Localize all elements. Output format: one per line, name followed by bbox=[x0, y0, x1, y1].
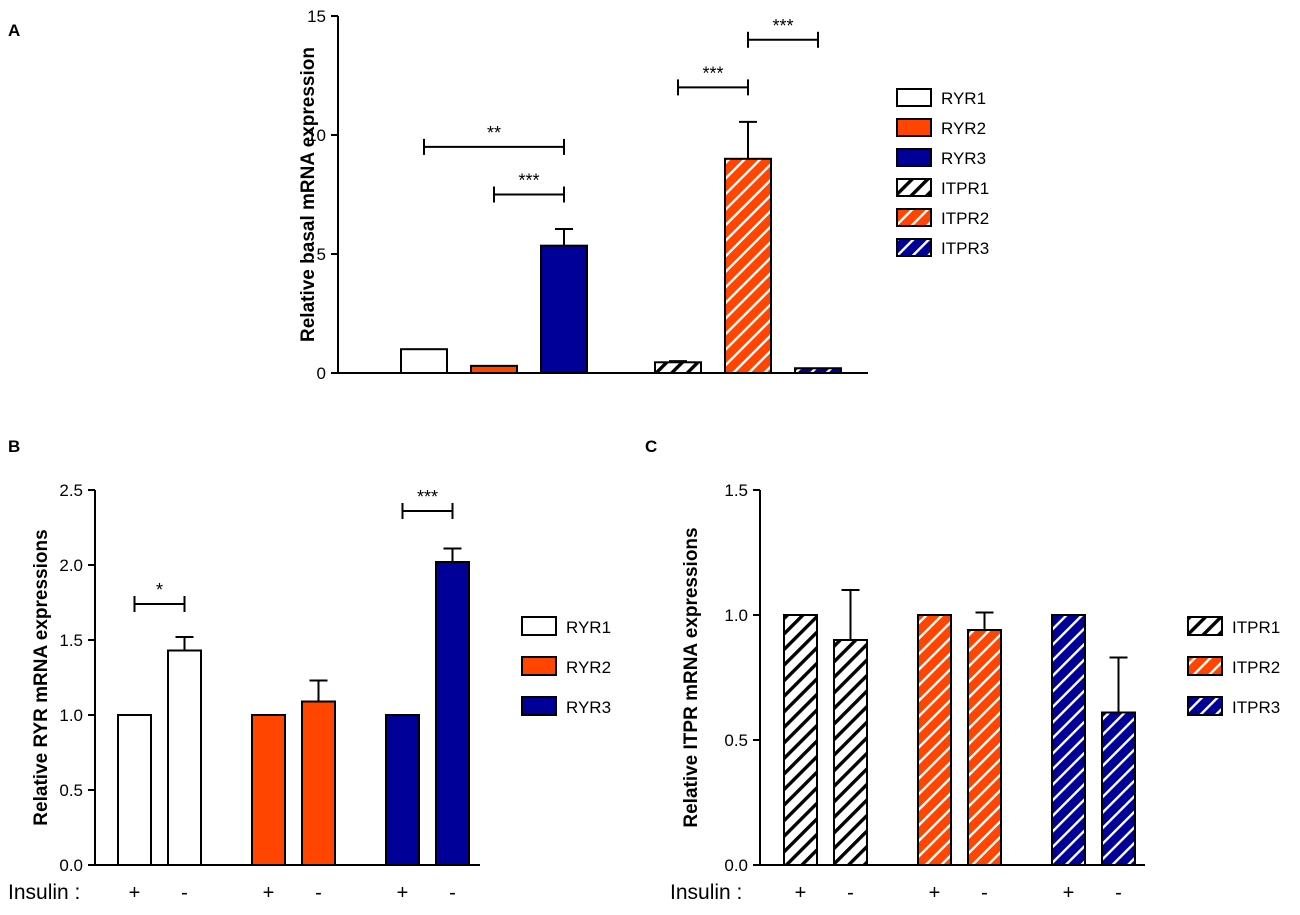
legend-swatch-itpr3 bbox=[896, 238, 932, 257]
legend-swatch-itpr2 bbox=[1187, 656, 1223, 676]
significance-label: *** bbox=[772, 16, 793, 36]
insulin-condition-label: - bbox=[181, 882, 188, 904]
bar-ryr3-insulin-plus bbox=[385, 714, 420, 866]
bar-itpr1-insulin-plus bbox=[783, 614, 818, 866]
y-tick-label: 0.5 bbox=[59, 781, 83, 800]
y-tick-label: 5 bbox=[317, 245, 326, 264]
y-tick-label: 0.0 bbox=[724, 856, 748, 875]
panel-letter-b: B bbox=[8, 437, 20, 456]
y-tick-label: 2.0 bbox=[59, 556, 83, 575]
y-axis-title: Relative RYR mRNA expressions bbox=[31, 529, 52, 825]
legend-swatch-itpr3 bbox=[1187, 696, 1223, 716]
legend-label-itpr2: ITPR2 bbox=[1232, 658, 1280, 677]
bar-ryr2 bbox=[470, 364, 518, 374]
legend-label-itpr1: ITPR1 bbox=[941, 179, 989, 198]
bar-ryr2-insulin-minus bbox=[301, 700, 336, 866]
legend-label-itpr3: ITPR3 bbox=[1232, 698, 1280, 717]
y-tick-label: 1.5 bbox=[724, 481, 748, 500]
y-tick-label: 0.0 bbox=[59, 856, 83, 875]
legend-label-ryr3: RYR3 bbox=[941, 149, 986, 168]
bar-ryr1-insulin-plus bbox=[117, 714, 152, 866]
insulin-condition-label: + bbox=[263, 882, 275, 904]
legend-label-itpr1: ITPR1 bbox=[1232, 618, 1280, 637]
bar-ryr2-insulin-plus bbox=[251, 714, 286, 866]
legend-swatch-ryr3 bbox=[521, 696, 557, 716]
bar-itpr1-insulin-minus bbox=[833, 639, 868, 866]
y-tick-label: 0.5 bbox=[724, 731, 748, 750]
legend-swatch-ryr3 bbox=[896, 148, 932, 167]
legend-swatch-ryr1 bbox=[896, 88, 932, 107]
legend-swatch-itpr1 bbox=[1187, 616, 1223, 636]
chart-panel-b: 0.0 0.5 1.0 1.5 2.0 2.5 Relative RYR mRNA expr… bbox=[8, 481, 611, 904]
insulin-condition-label: + bbox=[795, 882, 807, 904]
legend-swatch-ryr2 bbox=[896, 118, 932, 137]
significance-label: * bbox=[156, 580, 163, 600]
insulin-row-label: Insulin : bbox=[8, 881, 80, 904]
y-tick-label: 2.5 bbox=[59, 481, 83, 500]
significance-label: *** bbox=[518, 171, 539, 191]
insulin-condition-label: + bbox=[1063, 882, 1075, 904]
significance-label: *** bbox=[702, 63, 723, 83]
legend-swatch-ryr1 bbox=[521, 616, 557, 636]
bar-itpr2-insulin-plus bbox=[917, 614, 952, 866]
y-tick-label: 1.0 bbox=[59, 706, 83, 725]
insulin-condition-label: + bbox=[929, 882, 941, 904]
insulin-condition-label: - bbox=[449, 882, 456, 904]
legend-label-ryr2: RYR2 bbox=[941, 119, 986, 138]
insulin-row-label: Insulin : bbox=[670, 881, 742, 904]
bar-ryr1 bbox=[400, 348, 448, 375]
legend-swatch-itpr2 bbox=[896, 208, 932, 227]
y-tick-label: 1.5 bbox=[59, 631, 83, 650]
legend-label-ryr1: RYR1 bbox=[566, 618, 611, 637]
bar-ryr1-insulin-minus bbox=[167, 649, 202, 866]
legend-label-ryr3: RYR3 bbox=[566, 698, 611, 717]
insulin-condition-label: - bbox=[315, 882, 322, 904]
insulin-condition-label: + bbox=[397, 882, 409, 904]
legend-swatch-itpr1 bbox=[896, 178, 932, 197]
bar-itpr3 bbox=[794, 367, 842, 374]
significance-label: *** bbox=[417, 487, 438, 507]
insulin-condition-label: - bbox=[1115, 882, 1122, 904]
significance-label: ** bbox=[487, 123, 501, 143]
legend-label-ryr1: RYR1 bbox=[941, 89, 986, 108]
bar-ryr3-insulin-minus bbox=[435, 561, 470, 866]
bar-itpr3-insulin-plus bbox=[1051, 614, 1086, 866]
y-tick-label: 15 bbox=[307, 7, 326, 26]
legend-label-itpr3: ITPR3 bbox=[941, 239, 989, 258]
insulin-condition-label: + bbox=[129, 882, 141, 904]
y-tick-label: 10 bbox=[307, 126, 326, 145]
y-axis-title: Relative ITPR mRNA expressions bbox=[681, 527, 702, 827]
panel-letter-a: A bbox=[8, 21, 20, 40]
y-tick-label: 0 bbox=[317, 364, 326, 383]
legend-swatch-ryr2 bbox=[521, 656, 557, 676]
bar-itpr2 bbox=[724, 157, 772, 374]
y-tick-label: 1.0 bbox=[724, 606, 748, 625]
legend-label-itpr2: ITPR2 bbox=[941, 209, 989, 228]
bar-ryr3 bbox=[540, 244, 588, 374]
bar-itpr2-insulin-minus bbox=[967, 629, 1002, 866]
bar-itpr1 bbox=[654, 361, 702, 375]
chart-panel-c: 0.0 0.5 1.0 1.5 Relative ITPR mRNA expressio… bbox=[670, 481, 1280, 904]
bar-itpr3-insulin-minus bbox=[1101, 711, 1136, 866]
insulin-condition-label: - bbox=[847, 882, 854, 904]
insulin-condition-label: - bbox=[981, 882, 988, 904]
legend-label-ryr2: RYR2 bbox=[566, 658, 611, 677]
y-axis-title: Relative basal mRNA expression bbox=[298, 47, 319, 342]
panel-letter-c: C bbox=[645, 437, 657, 456]
